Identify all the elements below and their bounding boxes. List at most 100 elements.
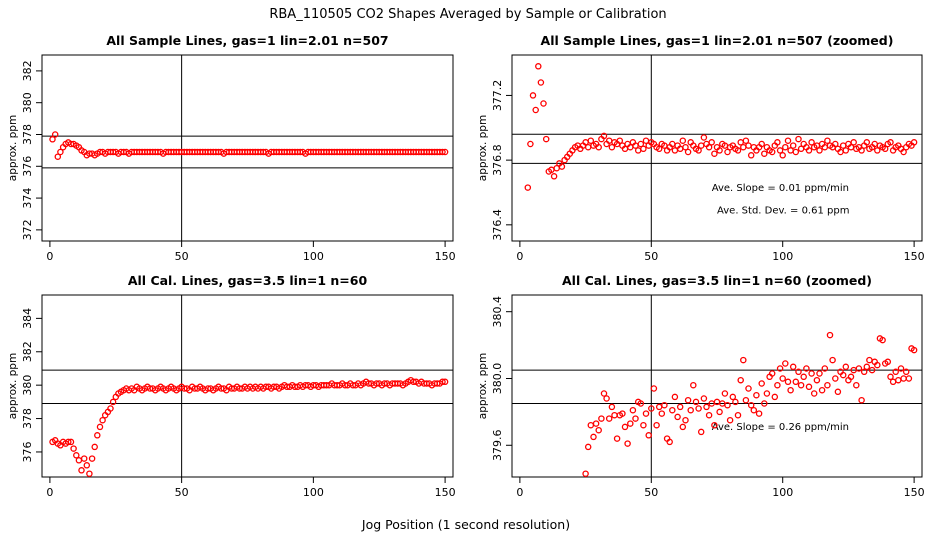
data-point (745, 385, 752, 392)
data-point (763, 390, 771, 397)
data-point (761, 150, 768, 157)
data-point (655, 403, 663, 411)
data-point (661, 401, 668, 409)
plot-frame (511, 294, 923, 478)
data-point (441, 148, 449, 156)
y-tick-label: 377.2 (491, 80, 504, 112)
data-point (645, 432, 652, 439)
data-point (832, 375, 839, 382)
data-point (695, 147, 702, 154)
data-point (816, 370, 823, 377)
data-point (792, 148, 800, 156)
data-point (858, 396, 865, 404)
data-point (671, 393, 679, 401)
data-point (789, 142, 797, 149)
y-tick-label: 379.6 (491, 430, 504, 462)
y-tick-label: 376.8 (491, 144, 504, 176)
data-point (910, 139, 918, 146)
data-point (829, 356, 836, 364)
data-point (782, 143, 789, 151)
data-point (96, 423, 104, 431)
data-point (863, 139, 871, 146)
y-tick-label: 380 (21, 92, 34, 113)
data-point (679, 137, 687, 144)
data-point (737, 376, 744, 384)
data-point (724, 148, 731, 156)
data-point (784, 378, 792, 386)
data-point (587, 421, 595, 429)
data-point (884, 358, 892, 366)
data-point (866, 356, 873, 364)
y-axis-label: approx. ppm (7, 115, 19, 181)
y-axis-label: approx. ppm (477, 115, 489, 181)
y-tick-label: 374 (21, 188, 34, 209)
data-point (676, 403, 684, 411)
data-point (49, 136, 56, 143)
data-point (51, 131, 59, 138)
data-point (740, 143, 747, 151)
data-point (595, 426, 602, 434)
data-point (634, 147, 642, 154)
data-point (94, 432, 101, 439)
x-tick-label: 50 (644, 486, 658, 499)
x-tick-label: 150 (435, 250, 456, 263)
data-point (832, 140, 839, 148)
data-point (540, 100, 547, 107)
x-tick-label: 150 (904, 486, 925, 499)
chart-panel-3: All Cal. Lines, gas=3.5 lin=1 n=60 0 50 100… (7, 273, 456, 499)
data-point (439, 378, 446, 386)
data-point (842, 363, 850, 371)
data-point (632, 415, 639, 422)
plot-frame (41, 294, 454, 478)
data-point (697, 428, 705, 436)
data-point (524, 184, 532, 191)
chart-panels: All Sample Lines, gas=1 lin=2.01 n=507 0 5… (7, 33, 925, 499)
data-point (721, 390, 729, 397)
data-point (527, 140, 534, 148)
data-point (774, 381, 781, 389)
data-point (821, 365, 829, 372)
data-point (595, 143, 602, 151)
data-point (879, 336, 886, 344)
data-point (640, 145, 647, 153)
data-point (537, 79, 545, 86)
data-point (842, 147, 850, 154)
x-tick-label: 0 (46, 486, 53, 499)
data-point (65, 438, 72, 446)
data-point (83, 462, 91, 469)
data-point (755, 410, 763, 417)
data-point (655, 145, 663, 153)
x-tick-label: 50 (644, 250, 658, 263)
data-point (532, 106, 539, 114)
data-point (558, 163, 566, 170)
y-tick-label: 376 (21, 441, 34, 462)
data-point (742, 137, 750, 144)
data-point (808, 370, 815, 377)
data-point (860, 368, 868, 376)
data-point (858, 147, 865, 154)
data-point (800, 373, 807, 381)
data-point (905, 375, 913, 382)
y-tick-label: 376 (21, 156, 34, 177)
data-point (732, 398, 739, 406)
data-point (584, 443, 592, 451)
data-point (642, 410, 650, 417)
x-tick-label: 100 (303, 250, 324, 263)
data-point (590, 433, 597, 441)
data-point (902, 368, 910, 376)
data-point (640, 421, 647, 429)
plot-frame (41, 54, 454, 242)
y-tick-label: 372 (21, 219, 34, 240)
data-point (679, 423, 687, 431)
data-point (611, 411, 618, 419)
figure-x-axis-label: Jog Position (1 second resolution) (361, 517, 570, 532)
data-point (768, 370, 776, 377)
data-point (805, 147, 813, 154)
y-tick-label: 376.4 (491, 209, 504, 241)
plot-frame (511, 54, 923, 242)
data-point (666, 438, 673, 446)
data-point (608, 403, 616, 411)
data-point (684, 148, 692, 156)
data-point (863, 363, 871, 371)
panel-title: All Sample Lines, gas=1 lin=2.01 n=507 (… (541, 33, 894, 48)
